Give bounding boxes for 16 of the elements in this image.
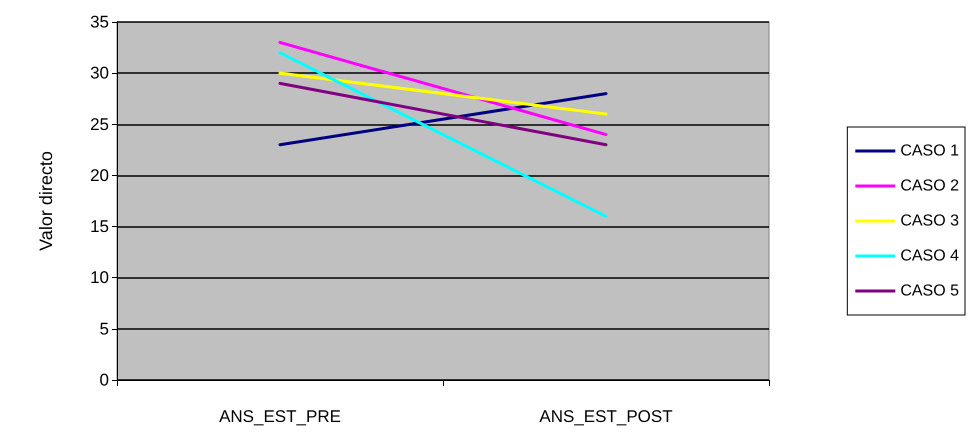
y-tick-label: 10 (90, 268, 109, 288)
legend-label: CASO 4 (900, 248, 960, 264)
y-tick-label: 30 (90, 64, 109, 83)
y-tick-label: 5 (100, 319, 109, 338)
y-tick-label: 25 (90, 114, 109, 134)
x-tick-label: ANS_EST_POST (539, 407, 673, 426)
y-tick-label: 35 (90, 12, 109, 32)
x-tick-label: ANS_EST_PRE (219, 407, 341, 426)
legend-label: CASO 1 (900, 142, 960, 160)
y-tick-label: 20 (90, 166, 109, 185)
y-tick-label: 0 (100, 370, 109, 390)
y-axis-title: Valor directo (36, 151, 56, 251)
legend-label: CASO 5 (900, 282, 960, 300)
y-tick-label: 15 (90, 217, 109, 236)
legend-label: CASO 3 (900, 212, 960, 230)
legend-label: CASO 2 (900, 178, 960, 194)
